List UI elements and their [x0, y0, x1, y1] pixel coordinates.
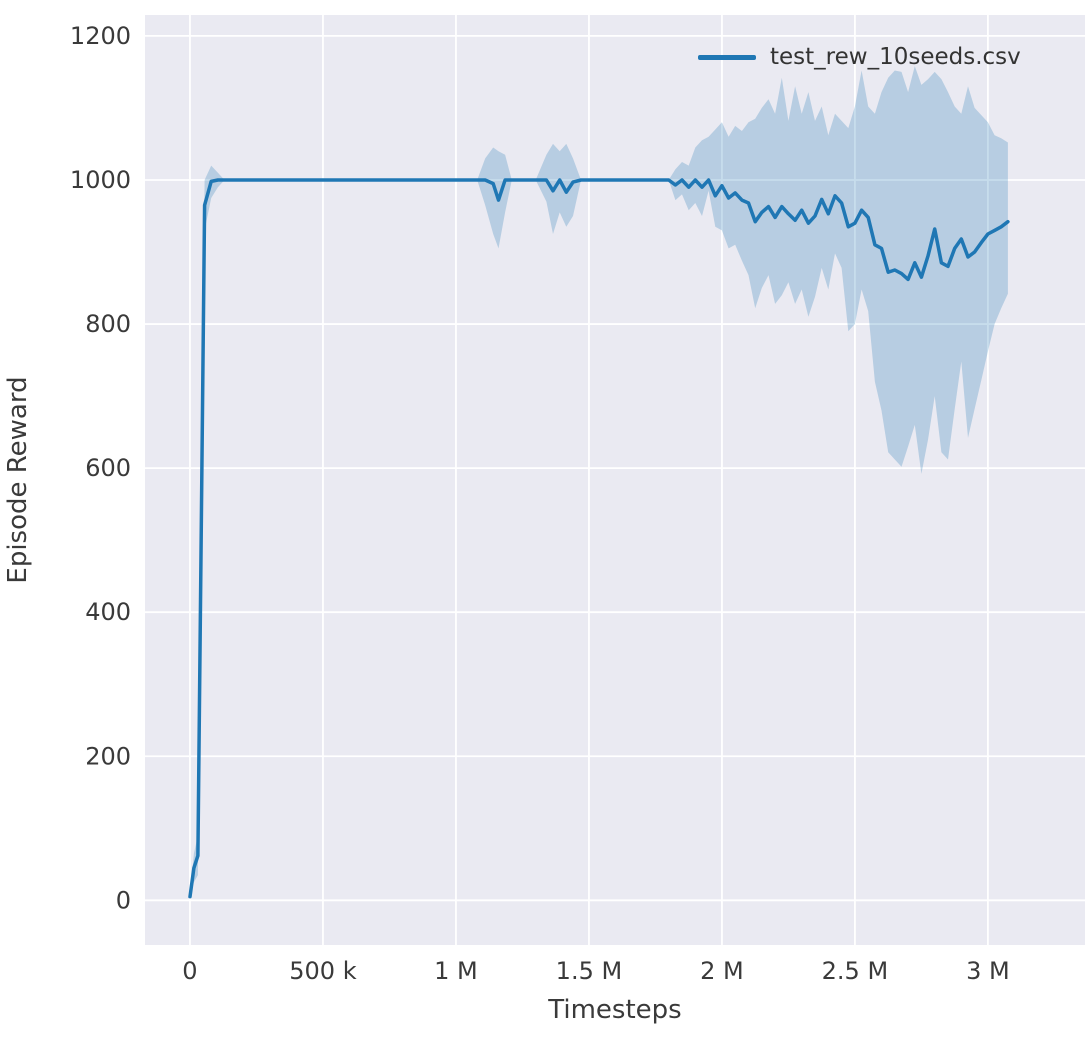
mean-reward-line — [188, 178, 1010, 899]
y-tick-label: 1200 — [70, 22, 131, 50]
y-tick-label: 0 — [116, 886, 131, 914]
y-axis-label: Episode Reward — [3, 376, 33, 584]
y-tick-label: 400 — [85, 598, 131, 626]
x-axis-label: Timesteps — [548, 995, 682, 1025]
plot-area — [145, 15, 1085, 945]
legend: test_rew_10seeds.csv — [698, 44, 1021, 70]
y-tick-label: 800 — [85, 310, 131, 338]
x-tick-label: 0 — [182, 957, 197, 985]
y-tick-label: 200 — [85, 742, 131, 770]
legend-line-swatch — [698, 54, 756, 60]
y-tick-label: 1000 — [70, 166, 131, 194]
x-tick-label: 1.5 M — [556, 957, 623, 985]
x-tick-label: 1 M — [434, 957, 478, 985]
x-tick-label: 500 k — [289, 957, 356, 985]
legend-label: test_rew_10seeds.csv — [770, 44, 1021, 70]
x-tick-label: 2 M — [700, 957, 744, 985]
y-tick-label: 600 — [85, 454, 131, 482]
x-tick-label: 2.5 M — [822, 957, 889, 985]
x-tick-label: 3 M — [966, 957, 1010, 985]
confidence-band — [190, 66, 1008, 897]
